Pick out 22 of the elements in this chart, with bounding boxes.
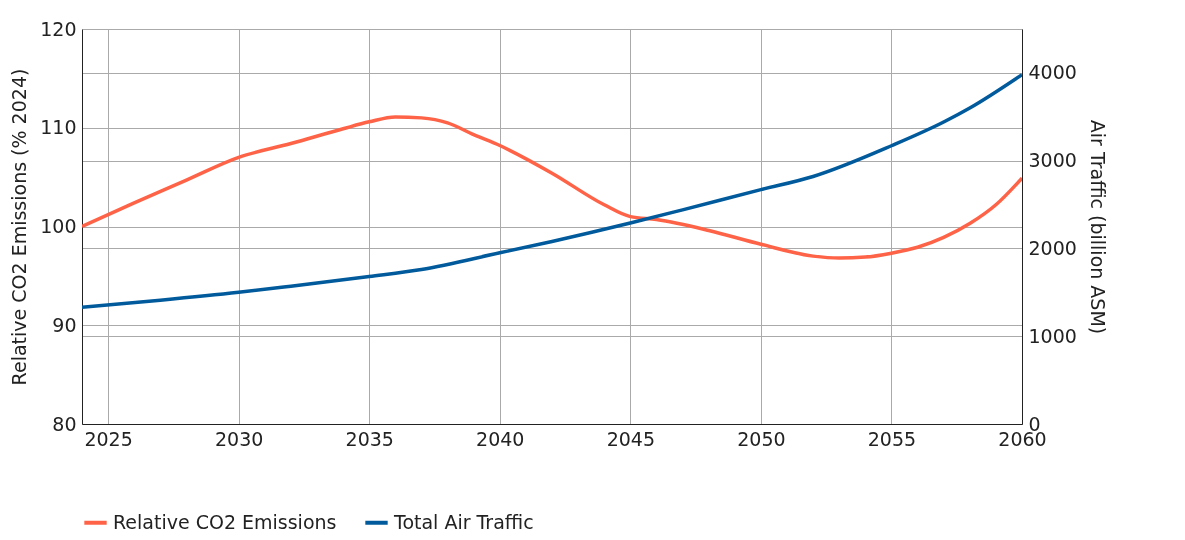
y-tick-label: 100 — [40, 215, 77, 237]
x-tick-label: 2025 — [84, 427, 133, 450]
y-tick-label: 90 — [52, 313, 77, 336]
y-tick-label: 80 — [52, 412, 77, 435]
x-tick-label: 2030 — [214, 427, 264, 450]
y2-tick-label: 3000 — [1028, 149, 1077, 172]
legend-label: Relative CO2 Emissions — [113, 510, 337, 533]
y2-tick-label: 4000 — [1028, 61, 1077, 84]
y2-tick-label: 1000 — [1028, 324, 1077, 347]
y-tick-label: 110 — [40, 116, 77, 139]
x-tick-label: 2035 — [345, 427, 394, 450]
x-tick-label: 2045 — [606, 427, 656, 450]
line-series — [82, 72, 1022, 310]
y2-tick-label: 2000 — [1028, 236, 1077, 259]
y-tick-label: 120 — [40, 17, 77, 40]
y-axis-title: Relative CO2 Emissions (% 2024) — [8, 68, 31, 386]
x-tick-label: 2055 — [867, 427, 917, 450]
x-tick-label: 2040 — [476, 427, 525, 450]
legend-label: Total Air Traffic — [393, 510, 534, 533]
y2-axis-title: Air Traffic (billion ASM) — [1086, 119, 1109, 335]
line-series — [82, 115, 1022, 260]
x-tick-label: 2050 — [737, 427, 786, 450]
